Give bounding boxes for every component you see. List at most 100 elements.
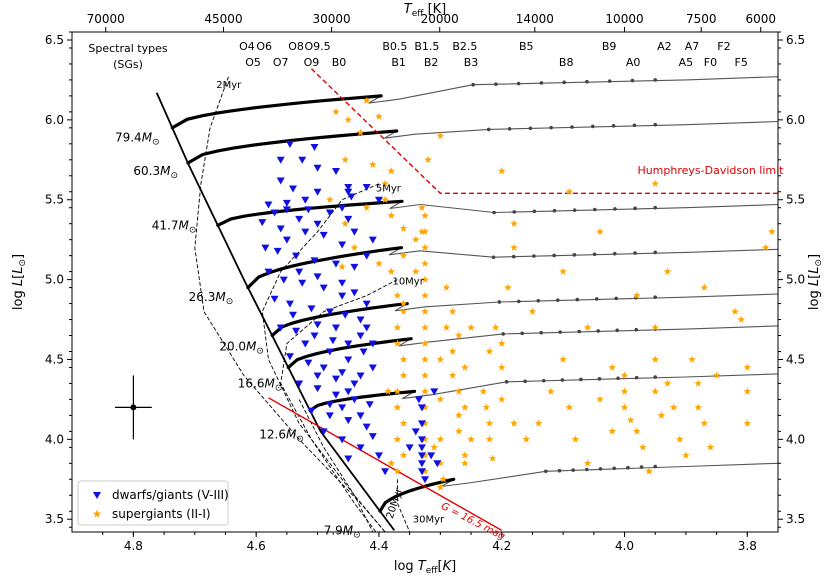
legend: dwarfs/giants (V-III) supergiants (II-I) xyxy=(77,480,229,526)
supergiant-point xyxy=(528,307,537,315)
supergiant-point xyxy=(497,339,506,347)
supergiant-point xyxy=(651,387,659,395)
supergiant-point xyxy=(522,435,531,443)
supergiant-point xyxy=(633,291,641,299)
dwarf-point xyxy=(301,196,310,204)
dwarf-point xyxy=(313,220,322,228)
supergiant-point xyxy=(399,299,408,307)
spectral-type-label: B2.5 xyxy=(452,40,477,53)
isochrone-label: 10Myr xyxy=(392,276,424,287)
y-tick-label-right: 6.0 xyxy=(786,113,805,127)
y-tick-label-right: 5.5 xyxy=(786,193,805,207)
track-dot-3-3 xyxy=(552,253,556,258)
supergiant-point xyxy=(421,227,429,235)
y-tick-label-left: 3.5 xyxy=(45,512,64,526)
dwarf-point xyxy=(310,257,319,265)
supergiant-point xyxy=(663,379,672,387)
track-dot-3-7 xyxy=(633,251,637,255)
supergiant-point xyxy=(731,307,739,315)
track-dot-2-1 xyxy=(512,210,517,214)
dwarf-point xyxy=(356,316,365,324)
supergiant-point xyxy=(399,371,408,379)
track-dot-4-3 xyxy=(555,298,560,302)
track-dot-1-6 xyxy=(611,124,616,128)
track-dot-6-2 xyxy=(541,378,546,383)
track-dot-3-2 xyxy=(532,254,536,258)
supergiant-point xyxy=(442,283,451,291)
supergiant-point xyxy=(387,267,395,275)
dwarf-point xyxy=(276,324,285,332)
spectral-type-label: A5 xyxy=(679,56,694,69)
supergiant-point xyxy=(393,339,402,347)
dwarf-point xyxy=(319,428,328,436)
supergiant-point xyxy=(694,403,702,411)
dwarf-point xyxy=(313,164,322,172)
supergiant-point xyxy=(485,347,494,355)
dwarf-point xyxy=(319,231,328,239)
dwarf-point xyxy=(310,332,319,340)
supergiant-point xyxy=(399,355,408,363)
dwarf-point xyxy=(344,340,353,348)
dwarf-point xyxy=(289,311,298,319)
supergiant-point xyxy=(682,451,690,459)
isochrone-10Myr xyxy=(280,279,398,532)
spectral-type-label: F0 xyxy=(704,56,717,69)
dwarf-point xyxy=(298,279,307,287)
track-dot-2-0 xyxy=(492,210,496,215)
dwarf-point xyxy=(301,340,310,348)
supergiant-point xyxy=(461,451,469,459)
track-dot-0-7 xyxy=(630,78,635,83)
supergiant-point xyxy=(448,371,457,379)
supergiant-point xyxy=(421,243,429,251)
x-tick-label: 4.8 xyxy=(124,539,143,553)
zams-line xyxy=(155,92,396,531)
spectral-type-label: B0.5 xyxy=(382,40,407,53)
supergiant-point xyxy=(399,451,408,459)
dwarf-point xyxy=(264,201,273,209)
spectral-type-label: O7 xyxy=(273,56,289,69)
dwarf-point xyxy=(313,321,322,329)
track-dot-4-6 xyxy=(614,296,619,301)
supergiant-point xyxy=(436,459,445,467)
top-tick-label: 14000 xyxy=(516,12,554,26)
track-dot-4-8 xyxy=(653,295,658,299)
supergiant-point xyxy=(455,331,463,339)
supergiant-point xyxy=(461,403,469,411)
supergiant-point xyxy=(356,128,365,136)
track-dot-2-5 xyxy=(592,207,597,212)
track-dot-1-4 xyxy=(570,125,574,129)
supergiant-point xyxy=(424,155,432,163)
y-axis-title-right: log L[L⊙] xyxy=(807,254,824,310)
spectral-type-label: B3 xyxy=(464,56,479,69)
track-dot-7-4 xyxy=(598,467,603,471)
dwarf-point xyxy=(405,444,414,452)
supergiant-point xyxy=(669,403,678,411)
supergiant-point xyxy=(688,355,696,363)
supergiant-point xyxy=(583,323,592,331)
track-line-2 xyxy=(217,200,778,226)
isochrone-label: 5Myr xyxy=(376,184,402,195)
dwarf-point xyxy=(356,372,365,380)
dwarf-point xyxy=(344,356,353,364)
supergiant-point xyxy=(455,387,463,395)
track-main-sequence-1 xyxy=(186,129,399,165)
dwarf-point xyxy=(258,219,267,227)
supergiant-point xyxy=(467,435,475,443)
y-tick-label-right: 6.5 xyxy=(786,33,805,47)
track-dot-0-1 xyxy=(494,82,498,86)
supergiant-point xyxy=(712,371,721,379)
dwarf-point xyxy=(331,391,340,399)
y-tick-label-right: 5.0 xyxy=(786,273,805,287)
supergiant-point xyxy=(620,403,629,411)
dwarf-point xyxy=(325,209,334,217)
track-dot-1-5 xyxy=(590,124,595,129)
track-dot-1-1 xyxy=(507,127,512,131)
supergiant-point xyxy=(565,187,574,195)
dwarf-point xyxy=(350,396,359,404)
supergiant-point xyxy=(596,227,604,235)
track-dot-1-0 xyxy=(486,127,491,132)
dwarf-point xyxy=(276,225,285,233)
dwarf-point xyxy=(292,252,301,260)
supergiant-point xyxy=(393,435,402,443)
